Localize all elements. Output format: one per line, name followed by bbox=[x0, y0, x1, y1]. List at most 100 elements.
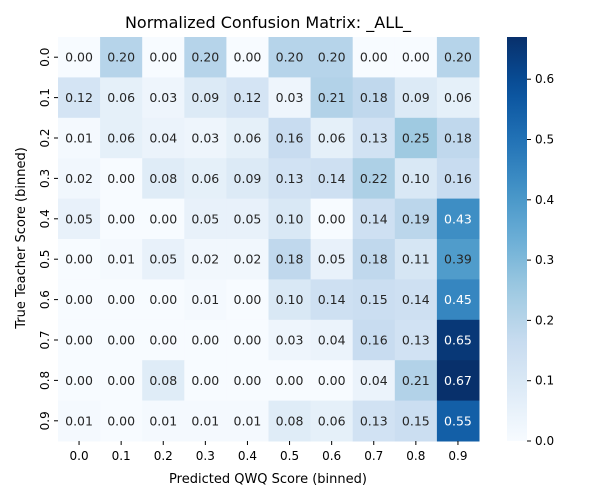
heatmap-cell bbox=[352, 117, 396, 159]
x-tick-label: 0.8 bbox=[406, 449, 425, 463]
y-tick-label: 0.1 bbox=[38, 88, 52, 107]
cell-value-label: 0.55 bbox=[444, 413, 472, 428]
heatmap-cell bbox=[100, 239, 143, 280]
heatmap-cell bbox=[352, 239, 396, 280]
heatmap-cell bbox=[436, 279, 480, 321]
heatmap-cell bbox=[226, 37, 269, 78]
cell-value-label: 0.00 bbox=[191, 333, 219, 348]
heatmap-cell bbox=[184, 360, 227, 402]
heatmap-cell bbox=[352, 360, 396, 402]
heatmap-cell bbox=[100, 37, 143, 78]
cell-value-label: 0.03 bbox=[191, 131, 219, 146]
cell-value-label: 0.00 bbox=[191, 373, 219, 388]
heatmap-cell bbox=[58, 239, 101, 280]
heatmap-cell bbox=[100, 400, 143, 442]
cell-value-label: 0.18 bbox=[360, 90, 388, 105]
heatmap-cell bbox=[226, 319, 269, 361]
heatmap-cell bbox=[58, 360, 101, 402]
heatmap-cell bbox=[142, 360, 185, 402]
heatmap-cell bbox=[268, 400, 312, 442]
cell-value-label: 0.10 bbox=[402, 171, 430, 186]
cell-value-label: 0.00 bbox=[149, 333, 177, 348]
y-tick-label: 0.4 bbox=[38, 209, 52, 228]
heatmap-cell bbox=[142, 158, 185, 200]
heatmap-cell bbox=[352, 77, 396, 119]
cell-value-label: 0.01 bbox=[65, 131, 93, 146]
cell-value-label: 0.00 bbox=[149, 292, 177, 307]
cell-value-label: 0.25 bbox=[402, 131, 430, 146]
heatmap-cell bbox=[268, 319, 312, 361]
cell-value-label: 0.20 bbox=[276, 50, 304, 65]
heatmap-cell bbox=[58, 77, 101, 119]
cell-value-label: 0.00 bbox=[234, 50, 262, 65]
cell-value-label: 0.20 bbox=[318, 50, 346, 65]
cell-value-label: 0.08 bbox=[149, 373, 177, 388]
heatmap-cell bbox=[394, 239, 438, 280]
heatmap-cell bbox=[310, 400, 354, 442]
cell-value-label: 0.21 bbox=[318, 90, 346, 105]
cell-value-label: 0.01 bbox=[191, 413, 219, 428]
heatmap-cell bbox=[226, 360, 269, 402]
colorbar-tick-label: 0.5 bbox=[535, 133, 554, 147]
cell-value-label: 0.00 bbox=[234, 333, 262, 348]
cell-value-label: 0.02 bbox=[65, 171, 93, 186]
heatmap-cell bbox=[394, 198, 438, 240]
cell-value-label: 0.10 bbox=[276, 211, 304, 226]
y-tick-label: 0.8 bbox=[38, 371, 52, 390]
heatmap-cell bbox=[100, 158, 143, 200]
cell-value-label: 0.14 bbox=[402, 292, 430, 307]
heatmap-cell bbox=[184, 319, 227, 361]
y-tick-label: 0.6 bbox=[38, 290, 52, 309]
cell-value-label: 0.02 bbox=[234, 252, 262, 267]
heatmap-cell bbox=[142, 198, 185, 240]
heatmap-cell bbox=[310, 198, 354, 240]
heatmap-cell bbox=[394, 117, 438, 159]
cell-value-label: 0.00 bbox=[318, 373, 346, 388]
cell-value-label: 0.14 bbox=[318, 171, 346, 186]
cell-value-label: 0.13 bbox=[360, 413, 388, 428]
cell-value-label: 0.05 bbox=[234, 211, 262, 226]
cell-value-label: 0.09 bbox=[402, 90, 430, 105]
x-tick-label: 0.3 bbox=[196, 449, 215, 463]
cell-value-label: 0.12 bbox=[65, 90, 93, 105]
cell-value-label: 0.06 bbox=[234, 131, 262, 146]
cell-value-label: 0.05 bbox=[318, 252, 346, 267]
cell-value-label: 0.01 bbox=[149, 413, 177, 428]
x-tick-label: 0.9 bbox=[448, 449, 467, 463]
heatmap-cell bbox=[268, 279, 312, 321]
cell-value-label: 0.06 bbox=[107, 90, 135, 105]
cell-value-label: 0.10 bbox=[276, 292, 304, 307]
heatmap-cell bbox=[226, 158, 269, 200]
heatmap-cell bbox=[184, 158, 227, 200]
cell-value-label: 0.18 bbox=[276, 252, 304, 267]
heatmap-cell bbox=[436, 400, 480, 442]
colorbar-tick-label: 0.6 bbox=[535, 72, 554, 86]
heatmap-cell-labels: 0.00 0.20 0.00 0.20 0.00 0.20 0.20 0.00 0.00 0.20… bbox=[65, 50, 472, 429]
colorbar-tick-label: 0.3 bbox=[535, 253, 554, 267]
y-tick-label: 0.5 bbox=[38, 250, 52, 269]
cell-value-label: 0.01 bbox=[107, 252, 135, 267]
heatmap-cell bbox=[226, 400, 269, 442]
heatmap-cell bbox=[100, 319, 143, 361]
heatmap-cell bbox=[268, 360, 312, 402]
heatmap-cell bbox=[58, 319, 101, 361]
cell-value-label: 0.15 bbox=[402, 413, 430, 428]
heatmap-cell bbox=[352, 400, 396, 442]
cell-value-label: 0.65 bbox=[444, 333, 472, 348]
cell-value-label: 0.02 bbox=[191, 252, 219, 267]
cell-value-label: 0.04 bbox=[318, 333, 346, 348]
heatmap-cell bbox=[352, 279, 396, 321]
cell-value-label: 0.00 bbox=[107, 333, 135, 348]
heatmap-cell bbox=[184, 37, 227, 78]
heatmap-cell bbox=[268, 37, 312, 78]
cell-value-label: 0.00 bbox=[107, 171, 135, 186]
cell-value-label: 0.13 bbox=[276, 171, 304, 186]
cell-value-label: 0.03 bbox=[276, 333, 304, 348]
cell-value-label: 0.00 bbox=[234, 373, 262, 388]
cell-value-label: 0.05 bbox=[149, 252, 177, 267]
cell-value-label: 0.00 bbox=[65, 292, 93, 307]
heatmap-cell bbox=[58, 37, 101, 78]
heatmap-cell bbox=[268, 158, 312, 200]
cell-value-label: 0.00 bbox=[65, 50, 93, 65]
x-tick-label: 0.6 bbox=[322, 449, 341, 463]
